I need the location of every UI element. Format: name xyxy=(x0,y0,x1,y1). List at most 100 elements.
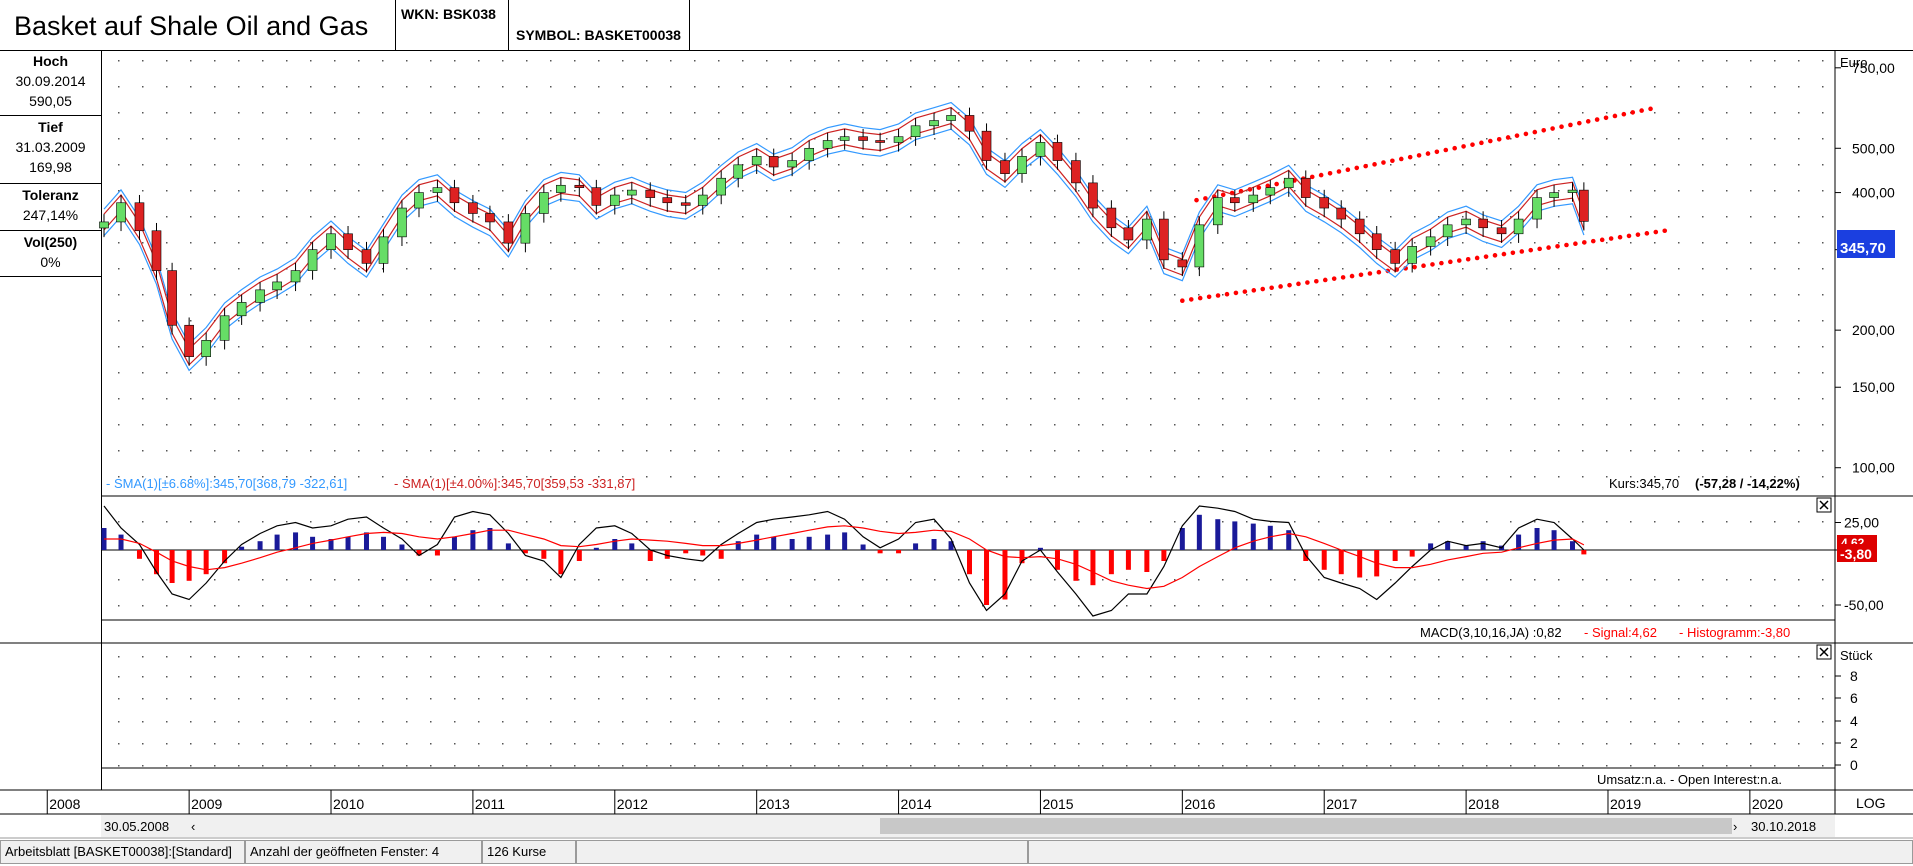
grid-dot xyxy=(574,743,576,745)
grid-dot xyxy=(382,398,384,400)
grid-dot xyxy=(1726,138,1728,140)
grid-dot xyxy=(1774,294,1776,296)
grid-dot xyxy=(1030,765,1032,767)
grid-dot xyxy=(1606,450,1608,452)
grid-dot xyxy=(1798,138,1800,140)
grid-dot xyxy=(862,242,864,244)
grid-dot xyxy=(406,605,408,607)
grid-dot xyxy=(1726,743,1728,745)
grid-dot xyxy=(790,450,792,452)
grid-dot xyxy=(454,346,456,348)
grid-dot xyxy=(1510,721,1512,723)
grid-dot xyxy=(790,521,792,523)
grid-dot xyxy=(1342,294,1344,296)
macd-hist-badge: -3,80 xyxy=(1840,546,1872,562)
grid-dot xyxy=(1342,521,1344,523)
candle xyxy=(290,270,301,283)
grid-dot xyxy=(598,112,600,114)
grid-dot xyxy=(382,164,384,166)
grid-dot xyxy=(1414,216,1416,218)
grid-dot xyxy=(1030,521,1032,523)
volume-close-button[interactable] xyxy=(1816,644,1832,660)
macd-bar xyxy=(984,550,990,605)
kurs-label: Kurs:345,70 xyxy=(1609,476,1679,491)
trend-dot xyxy=(1430,262,1435,267)
grid-dot xyxy=(190,216,192,218)
trend-dot xyxy=(1336,169,1342,174)
macd-close-button[interactable] xyxy=(1816,497,1832,513)
grid-dot xyxy=(526,86,528,88)
grid-dot xyxy=(1486,398,1488,400)
grid-dot xyxy=(1246,242,1248,244)
grid-dot xyxy=(934,190,936,192)
grid-dot xyxy=(1486,698,1488,700)
grid-dot xyxy=(1486,424,1488,426)
trend-dot xyxy=(1559,124,1564,130)
grid-dot xyxy=(646,398,648,400)
grid-dot xyxy=(982,579,984,581)
macd-bar xyxy=(1428,543,1434,550)
grid-dot xyxy=(910,656,912,658)
grid-dot xyxy=(1054,216,1056,218)
grid-dot xyxy=(1150,86,1152,88)
grid-dot xyxy=(1294,424,1296,426)
log-scale-label[interactable]: LOG xyxy=(1856,795,1886,811)
grid-dot xyxy=(1558,743,1560,745)
macd-hist-badge-bg xyxy=(1837,544,1877,562)
grid-dot xyxy=(406,242,408,244)
grid-dot xyxy=(478,743,480,745)
grid-dot xyxy=(550,676,552,678)
grid-dot xyxy=(1078,721,1080,723)
trend-dot xyxy=(1582,240,1587,245)
grid-dot xyxy=(1822,476,1824,478)
grid-dot xyxy=(1246,294,1248,296)
candle xyxy=(503,221,514,244)
grid-dot xyxy=(286,450,288,452)
grid-dot xyxy=(838,346,840,348)
grid-dot xyxy=(790,216,792,218)
grid-dot xyxy=(1102,346,1104,348)
scroll-left-icon[interactable]: ‹ xyxy=(191,819,195,834)
grid-dot xyxy=(982,698,984,700)
grid-dot xyxy=(406,112,408,114)
grid-dot xyxy=(1606,521,1608,523)
macd-bar xyxy=(771,536,777,550)
grid-dot xyxy=(1582,112,1584,114)
grid-dot xyxy=(1654,605,1656,607)
grid-dot xyxy=(166,138,168,140)
grid-dot xyxy=(1030,450,1032,452)
grid-dot xyxy=(1606,320,1608,322)
scrollbar-thumb[interactable] xyxy=(880,818,1732,834)
grid-dot xyxy=(958,138,960,140)
grid-dot xyxy=(1606,268,1608,270)
grid-dot xyxy=(910,476,912,478)
grid-dot xyxy=(1798,676,1800,678)
grid-dot xyxy=(118,605,120,607)
grid-dot xyxy=(478,320,480,322)
grid-dot xyxy=(574,521,576,523)
grid-dot xyxy=(190,294,192,296)
macd-y-tick-label: 25,00 xyxy=(1844,515,1879,531)
grid-dot xyxy=(1606,424,1608,426)
grid-dot xyxy=(1438,346,1440,348)
grid-dot xyxy=(1822,698,1824,700)
grid-dot xyxy=(478,765,480,767)
grid-dot xyxy=(430,112,432,114)
trend-dot xyxy=(1251,288,1257,293)
grid-dot xyxy=(526,476,528,478)
grid-dot xyxy=(886,86,888,88)
macd-bar xyxy=(434,550,440,556)
grid-dot xyxy=(118,242,120,244)
grid-dot xyxy=(214,743,216,745)
scroll-right-icon[interactable]: › xyxy=(1733,819,1737,834)
grid-dot xyxy=(574,656,576,658)
grid-dot xyxy=(238,521,240,523)
grid-dot xyxy=(790,138,792,140)
grid-dot xyxy=(190,698,192,700)
candle xyxy=(1142,218,1152,241)
grid-dot xyxy=(214,242,216,244)
grid-dot xyxy=(1678,521,1680,523)
grid-dot xyxy=(838,698,840,700)
grid-dot xyxy=(214,521,216,523)
